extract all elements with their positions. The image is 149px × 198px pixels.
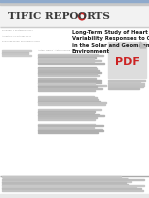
Bar [38, 89, 95, 90]
Bar [108, 42, 146, 78]
Bar [0, 0, 149, 2]
Bar [2, 179, 144, 180]
Bar [38, 101, 100, 102]
Bar [2, 184, 128, 185]
Bar [0, 194, 149, 198]
Bar [38, 117, 97, 118]
Bar [38, 109, 101, 110]
Bar [38, 130, 103, 131]
Bar [38, 102, 106, 103]
Bar [38, 99, 98, 100]
Text: TIFIC REPO: TIFIC REPO [8, 12, 79, 21]
Bar [2, 185, 144, 186]
Text: Accepted: 27 October 2017: Accepted: 27 October 2017 [2, 35, 31, 37]
Bar [38, 53, 98, 54]
Text: RTS: RTS [86, 12, 110, 21]
Bar [38, 85, 106, 86]
Text: O: O [77, 12, 87, 21]
Bar [38, 63, 104, 64]
Bar [38, 73, 97, 74]
Bar [38, 70, 99, 71]
Bar [2, 176, 121, 177]
Bar [38, 118, 96, 120]
Bar [38, 124, 95, 125]
Bar [2, 52, 28, 53]
Bar [38, 112, 94, 113]
Bar [38, 71, 101, 72]
Bar [38, 88, 102, 89]
Bar [2, 55, 31, 56]
Bar [38, 114, 98, 115]
Bar [0, 0, 149, 5]
Bar [38, 104, 105, 105]
Bar [108, 85, 144, 86]
Bar [38, 86, 97, 87]
Bar [38, 62, 94, 63]
Bar [0, 5, 149, 27]
Bar [108, 80, 145, 81]
Bar [38, 55, 103, 56]
Bar [38, 115, 104, 116]
Bar [108, 82, 140, 83]
Bar [2, 187, 136, 188]
Bar [2, 182, 126, 183]
Bar [38, 132, 98, 133]
Polygon shape [140, 42, 146, 48]
Bar [2, 50, 31, 51]
Bar [38, 58, 94, 59]
Bar [38, 125, 103, 126]
Text: Long-Term Study of Heart Rate
Variability Responses to Changes
in the Solar and : Long-Term Study of Heart Rate Variabilit… [72, 30, 149, 54]
Bar [38, 83, 95, 84]
Bar [38, 68, 97, 69]
Bar [108, 86, 143, 87]
Bar [2, 188, 141, 189]
Bar [38, 82, 101, 83]
Bar [38, 75, 99, 76]
Text: Published online: 28 February 2018: Published online: 28 February 2018 [2, 41, 40, 42]
Bar [2, 181, 131, 182]
Bar [38, 60, 101, 61]
Bar [38, 78, 96, 79]
Bar [38, 110, 95, 111]
Bar [38, 96, 94, 97]
Text: PDF: PDF [115, 57, 139, 67]
Bar [108, 88, 139, 89]
Bar [38, 57, 96, 58]
Bar [38, 127, 94, 128]
Bar [2, 53, 28, 54]
Bar [0, 175, 149, 176]
Text: Received: 1 September 2017: Received: 1 September 2017 [2, 30, 33, 31]
Text: Author Name¹, Author Name², Author Name³ et al.: Author Name¹, Author Name², Author Name³… [38, 49, 95, 50]
Bar [2, 190, 143, 191]
Bar [38, 80, 101, 81]
Bar [38, 97, 97, 98]
Bar [38, 67, 96, 68]
Bar [108, 83, 144, 84]
